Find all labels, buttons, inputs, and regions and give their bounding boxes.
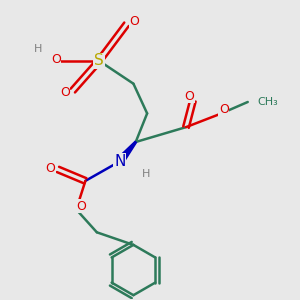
Text: CH₃: CH₃ <box>257 97 278 107</box>
Text: O: O <box>60 86 70 99</box>
Text: O: O <box>76 200 86 212</box>
Polygon shape <box>117 141 136 164</box>
Text: O: O <box>45 162 55 175</box>
Text: O: O <box>51 53 61 66</box>
Text: H: H <box>142 169 150 179</box>
Text: O: O <box>219 103 229 116</box>
Text: O: O <box>184 90 194 103</box>
Text: S: S <box>94 53 104 68</box>
Text: H: H <box>34 44 43 54</box>
Text: N: N <box>114 154 125 169</box>
Text: O: O <box>130 16 140 28</box>
